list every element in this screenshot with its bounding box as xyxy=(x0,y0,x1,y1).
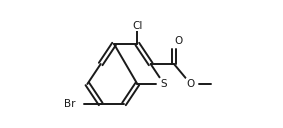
Text: S: S xyxy=(161,79,167,89)
Text: Br: Br xyxy=(64,99,76,109)
Text: O: O xyxy=(186,79,195,89)
Text: Cl: Cl xyxy=(132,21,143,31)
Text: O: O xyxy=(174,36,182,46)
